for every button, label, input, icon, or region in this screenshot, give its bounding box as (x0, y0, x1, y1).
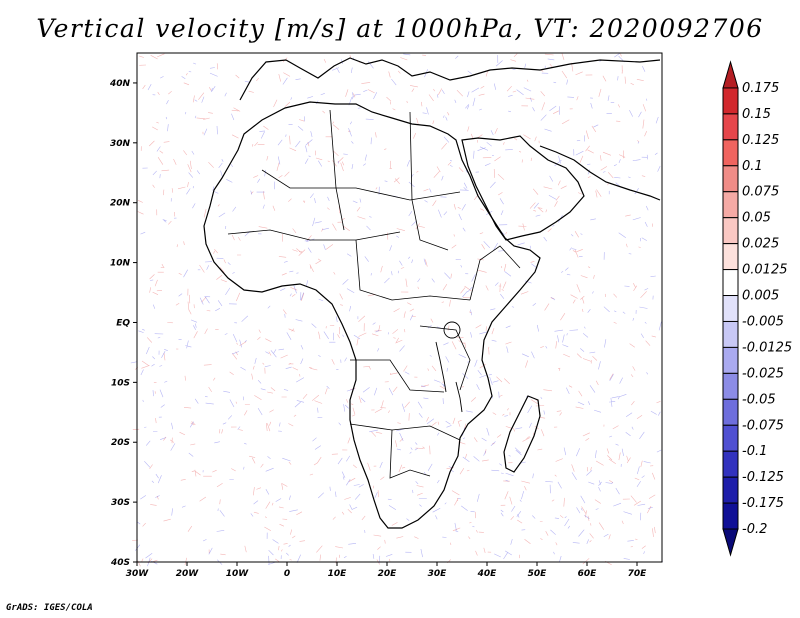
longitude-axis: 30W 20W 10W 0 10E 20E 30E 40E 50E 60E 70E (126, 562, 647, 579)
colorbar-label: -0.175 (742, 496, 784, 511)
colorbar-swatch (722, 424, 739, 452)
lake-malawi (455, 381, 463, 413)
border (227, 229, 401, 241)
colorbar-swatch (722, 217, 739, 245)
lakes (435, 321, 463, 413)
colorbar-label: 0.0125 (742, 263, 788, 278)
lat-tick-label: 10S (111, 378, 130, 388)
border (469, 245, 521, 301)
border (409, 111, 449, 251)
lat-tick-label: 30N (110, 139, 131, 149)
lon-tick-label: 20E (378, 569, 398, 579)
colorbar-swatch (722, 398, 739, 426)
colorbar-label: 0.05 (742, 211, 771, 226)
colorbar-label: -0.005 (742, 314, 784, 329)
colorbar-label: 0.075 (742, 185, 779, 200)
lat-tick-label: 40S (110, 558, 130, 568)
map-frame (136, 52, 663, 563)
lon-tick-label: 70E (628, 569, 648, 579)
madagascar-coastline (503, 395, 541, 473)
colorbar-swatch (722, 139, 739, 167)
colorbar-swatch (722, 346, 739, 374)
lon-tick-label: 50E (528, 569, 548, 579)
colorbar-label: -0.1 (742, 444, 767, 459)
grads-credit: GrADS: IGES/COLA (6, 603, 93, 613)
latitude-axis: 40N 30N 20N 10N EQ 10S 20S 30S 40S (109, 79, 137, 568)
border (329, 109, 345, 231)
colorbar-label: -0.075 (742, 418, 784, 433)
africa-coastline (203, 101, 541, 529)
border (349, 423, 461, 441)
border (350, 359, 445, 393)
colorbar-swatch (722, 320, 739, 348)
map-title: Vertical velocity [m/s] at 1000hPa, VT: … (36, 14, 764, 43)
colorbar-cap-top (722, 60, 739, 89)
colorbar-swatch (722, 113, 739, 141)
lake-victoria (443, 321, 461, 339)
colorbar-label: 0.125 (742, 133, 779, 148)
colorbar-swatch (722, 372, 739, 400)
colorbar-label: 0.025 (742, 237, 779, 252)
lon-tick-label: 10W (226, 569, 250, 579)
country-borders (227, 109, 521, 479)
colorbar-swatch (722, 191, 739, 219)
colorbar-swatch (722, 476, 739, 504)
colorbar-swatch (722, 450, 739, 478)
colorbar-label: -0.05 (742, 392, 776, 407)
velocity-field (130, 52, 663, 567)
colorbar-label: -0.0125 (742, 340, 792, 355)
lat-tick-label: 40N (109, 79, 131, 89)
colorbar-swatch (722, 243, 739, 271)
lat-tick-label: EQ (116, 318, 130, 328)
colorbar-label: -0.025 (742, 366, 784, 381)
colorbar-label: -0.125 (742, 470, 784, 485)
border (261, 169, 461, 201)
border (389, 429, 431, 479)
colorbar-swatch (722, 269, 739, 297)
colorbar-label: 0.15 (742, 107, 771, 122)
europe-coastline (239, 57, 661, 101)
colorbar-swatch (722, 502, 739, 530)
colorbar-swatch (722, 295, 739, 322)
lon-tick-label: 0 (284, 569, 290, 579)
colorbar-label: -0.2 (742, 522, 767, 537)
lat-tick-label: 20S (111, 438, 130, 448)
lon-tick-label: 40E (477, 569, 498, 579)
lon-tick-label: 20W (176, 569, 200, 579)
colorbar-label: 0.1 (742, 159, 763, 174)
lat-tick-label: 20N (110, 199, 131, 209)
updraft-speckle (132, 53, 661, 567)
downdraft-speckle (130, 52, 663, 567)
colorbar-label: 0.005 (742, 289, 779, 304)
lake-tanganyika (435, 341, 447, 393)
colorbar-swatch (722, 165, 739, 193)
colorbar: 0.175 0.15 0.125 0.1 0.075 0.05 0.025 0.0125 0.0… (722, 60, 792, 557)
lon-tick-label: 30E (428, 569, 448, 579)
border (419, 325, 471, 391)
lat-tick-label: 30S (111, 498, 130, 508)
coastlines (203, 57, 661, 529)
colorbar-cap-bottom (722, 528, 739, 557)
persian-gulf-coastline (539, 145, 661, 201)
lat-tick-label: 10N (110, 259, 131, 269)
colorbar-swatch (722, 87, 739, 115)
border (355, 239, 471, 301)
lon-tick-label: 10E (328, 569, 348, 579)
lon-tick-label: 60E (578, 569, 598, 579)
colorbar-label: 0.175 (742, 81, 779, 96)
lon-tick-label: 30W (126, 569, 150, 579)
arabia-coastline (461, 135, 585, 241)
